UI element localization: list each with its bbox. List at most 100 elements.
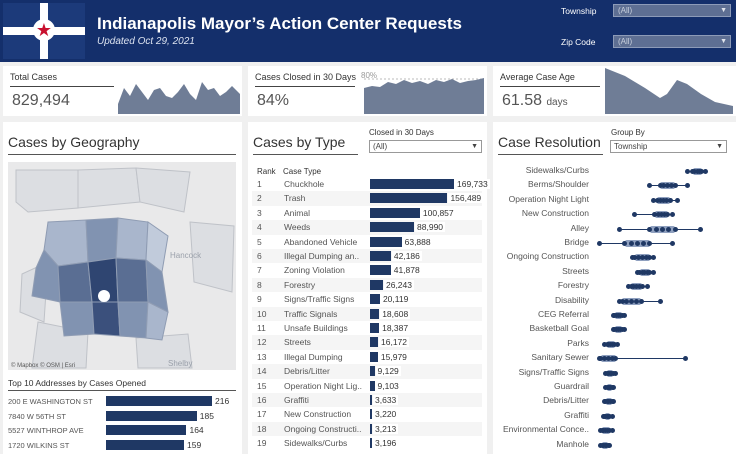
resolution-township-point[interactable] <box>598 356 604 362</box>
resolution-township-point[interactable] <box>667 197 673 203</box>
resolution-township-point[interactable] <box>607 428 613 434</box>
resolution-township-point[interactable] <box>602 356 608 362</box>
total-cases-card[interactable]: Total Cases 829,494 <box>3 66 242 116</box>
case-type-row[interactable]: 10 Traffic Signals 18,608 <box>252 306 482 321</box>
case-type-row[interactable]: 17 New Construction 3,220 <box>252 407 482 421</box>
address-row[interactable]: 5527 WINTHROP AVE 164 <box>3 423 243 437</box>
resolution-township-point[interactable] <box>644 269 650 275</box>
resolution-township-point[interactable] <box>647 269 653 275</box>
resolution-township-point[interactable] <box>634 269 640 275</box>
resolution-township-point[interactable] <box>610 399 616 405</box>
case-type-row[interactable]: 8 Forestry 26,243 <box>252 277 482 293</box>
closed-filter-dropdown[interactable]: (All) ▼ <box>369 140 482 153</box>
resolution-township-point[interactable] <box>633 298 639 304</box>
township-filter-select[interactable]: (All) ▼ <box>613 4 731 17</box>
resolution-township-point[interactable] <box>622 241 628 246</box>
resolution-township-point[interactable] <box>636 255 642 261</box>
resolution-township-point[interactable] <box>628 241 634 246</box>
resolution-township-point[interactable] <box>675 197 681 203</box>
resolution-township-point[interactable] <box>609 356 615 362</box>
case-type-row[interactable]: 12 Streets 16,172 <box>252 335 482 350</box>
resolution-township-point[interactable] <box>637 284 643 290</box>
zip-filter-select[interactable]: (All) ▼ <box>613 35 731 48</box>
resolution-township-point[interactable] <box>610 385 616 390</box>
resolution-township-point[interactable] <box>685 183 691 189</box>
case-type-row[interactable]: 13 Illegal Dumping 15,979 <box>252 350 482 364</box>
resolution-township-point[interactable] <box>629 255 635 261</box>
resolution-township-point[interactable] <box>661 212 667 218</box>
resolution-township-point[interactable] <box>665 183 671 189</box>
resolution-township-point[interactable] <box>622 327 628 333</box>
average-age-card[interactable]: Average Case Age 61.58 days <box>493 66 736 116</box>
resolution-township-point[interactable] <box>634 241 640 246</box>
resolution-township-point[interactable] <box>632 255 638 261</box>
resolution-township-point[interactable] <box>647 226 653 232</box>
case-type-row[interactable]: 15 Operation Night Lig.. 9,103 <box>252 379 482 393</box>
resolution-township-point[interactable] <box>619 313 625 318</box>
case-type-row[interactable]: 14 Debris/Litter 9,129 <box>252 364 482 379</box>
township-map[interactable]: Hancock Shelby © Mapbox © OSM | Esri <box>8 162 236 370</box>
resolution-township-point[interactable] <box>654 197 660 203</box>
resolution-township-point[interactable] <box>657 298 663 304</box>
resolution-township-point[interactable] <box>632 212 638 218</box>
resolution-township-point[interactable] <box>619 298 625 304</box>
address-row[interactable]: 7840 W 56TH ST 185 <box>3 409 243 423</box>
resolution-township-point[interactable] <box>672 226 678 232</box>
resolution-township-point[interactable] <box>660 226 666 232</box>
resolution-township-point[interactable] <box>639 269 645 275</box>
case-type-row[interactable]: 16 Graffiti 3,633 <box>252 393 482 408</box>
resolution-township-point[interactable] <box>610 370 616 376</box>
resolution-township-point[interactable] <box>607 413 613 419</box>
case-type-row[interactable]: 5 Abandoned Vehicle 63,888 <box>252 235 482 249</box>
resolution-township-point[interactable] <box>665 212 671 218</box>
resolution-township-point[interactable] <box>612 341 618 347</box>
resolution-township-point[interactable] <box>631 284 637 290</box>
resolution-township-point[interactable] <box>643 255 649 261</box>
resolution-township-point[interactable] <box>637 269 643 275</box>
resolution-township-point[interactable] <box>629 298 635 304</box>
case-type-row[interactable]: 6 Illegal Dumping an.. 42,186 <box>252 249 482 264</box>
resolution-township-point[interactable] <box>658 197 664 203</box>
resolution-township-point[interactable] <box>638 298 644 304</box>
resolution-township-point[interactable] <box>617 298 623 304</box>
resolution-township-point[interactable] <box>652 212 658 218</box>
resolution-township-point[interactable] <box>647 241 653 246</box>
resolution-township-point[interactable] <box>642 269 648 275</box>
resolution-township-point[interactable] <box>644 284 650 290</box>
resolution-township-point[interactable] <box>651 255 657 261</box>
resolution-township-point[interactable] <box>653 226 659 232</box>
resolution-township-point[interactable] <box>651 269 657 275</box>
resolution-township-point[interactable] <box>657 183 663 189</box>
resolution-township-point[interactable] <box>641 241 647 246</box>
resolution-township-point[interactable] <box>607 442 613 448</box>
case-type-row[interactable]: 9 Signs/Traffic Signs 20,119 <box>252 292 482 306</box>
case-type-row[interactable]: 3 Animal 100,857 <box>252 206 482 220</box>
resolution-township-point[interactable] <box>639 284 645 290</box>
resolution-township-point[interactable] <box>664 197 670 203</box>
resolution-township-point[interactable] <box>613 370 619 376</box>
resolution-township-point[interactable] <box>639 255 645 261</box>
resolution-township-point[interactable] <box>597 241 603 246</box>
resolution-township-point[interactable] <box>655 212 661 218</box>
resolution-township-point[interactable] <box>622 313 628 318</box>
resolution-township-point[interactable] <box>609 428 615 434</box>
resolution-township-point[interactable] <box>670 241 676 246</box>
resolution-township-point[interactable] <box>699 169 705 174</box>
resolution-township-point[interactable] <box>661 197 667 203</box>
resolution-township-point[interactable] <box>626 284 631 290</box>
resolution-township-point[interactable] <box>634 284 640 290</box>
resolution-township-point[interactable] <box>651 197 657 203</box>
group-by-dropdown[interactable]: Township ▼ <box>610 140 727 153</box>
resolution-township-point[interactable] <box>617 226 623 232</box>
cases-closed-card[interactable]: Cases Closed in 30 Days 84% 80% <box>248 66 487 116</box>
address-row[interactable]: 200 E WASHINGTON ST 216 <box>3 394 243 408</box>
resolution-township-point[interactable] <box>670 212 676 218</box>
resolution-township-point[interactable] <box>613 356 619 362</box>
resolution-township-point[interactable] <box>672 183 678 189</box>
case-type-row[interactable]: 4 Weeds 88,990 <box>252 220 482 235</box>
resolution-township-point[interactable] <box>647 183 653 189</box>
case-type-row[interactable]: 11 Unsafe Buildings 18,387 <box>252 321 482 335</box>
case-type-row[interactable]: 18 Ongoing Constructi.. 3,213 <box>252 421 482 437</box>
resolution-township-point[interactable] <box>682 356 688 362</box>
resolution-township-point[interactable] <box>702 169 708 174</box>
